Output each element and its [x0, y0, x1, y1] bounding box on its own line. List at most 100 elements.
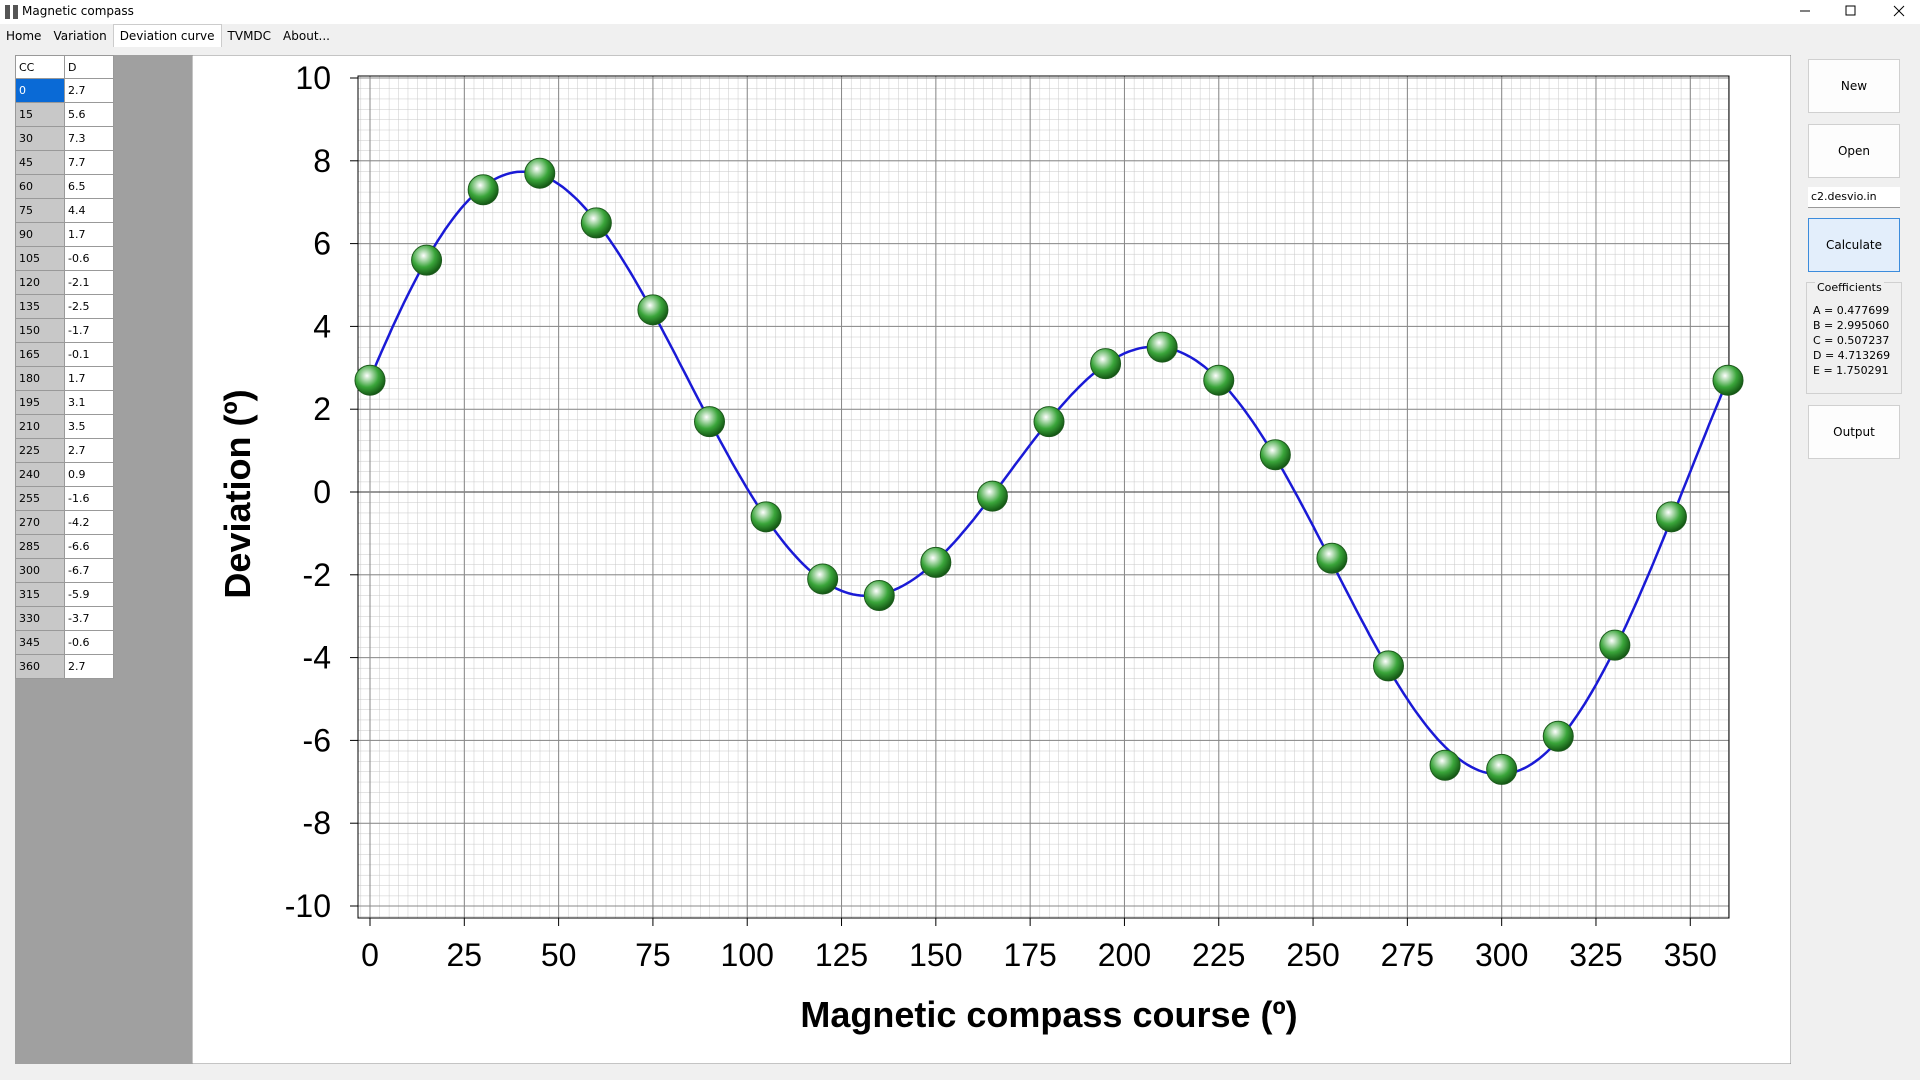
y-tick-label: -10: [285, 888, 331, 924]
table-row: 180 1.7: [15, 366, 114, 391]
table-row: 90 1.7: [15, 222, 114, 247]
cc-cell[interactable]: 15: [15, 102, 65, 127]
cc-cell[interactable]: 150: [15, 318, 65, 343]
cc-cell[interactable]: 60: [15, 174, 65, 199]
tab[interactable]: Variation: [53, 29, 107, 43]
data-point: [1655, 501, 1687, 533]
cc-cell[interactable]: 210: [15, 414, 65, 439]
cc-cell[interactable]: 330: [15, 606, 65, 631]
d-cell[interactable]: 0.9: [64, 462, 114, 487]
coefficient: C = 0.507237: [1813, 334, 1890, 347]
y-tick-label: 0: [313, 474, 331, 510]
tab[interactable]: About...: [283, 29, 330, 43]
table-row: 165 -0.1: [15, 342, 114, 367]
cc-cell[interactable]: 270: [15, 510, 65, 535]
cc-cell[interactable]: 105: [15, 246, 65, 271]
d-cell[interactable]: 5.6: [64, 102, 114, 127]
y-tick-label: -4: [303, 640, 331, 676]
d-cell[interactable]: 4.4: [64, 198, 114, 223]
d-cell[interactable]: 6.5: [64, 174, 114, 199]
d-cell[interactable]: 3.1: [64, 390, 114, 415]
d-cell[interactable]: -0.6: [64, 246, 114, 271]
cc-cell[interactable]: 345: [15, 630, 65, 655]
cc-cell[interactable]: 45: [15, 150, 65, 175]
d-cell[interactable]: -0.6: [64, 630, 114, 655]
window-controls[interactable]: [1790, 0, 1920, 24]
table-row: 0 2.7: [15, 78, 114, 103]
cc-cell[interactable]: 120: [15, 270, 65, 295]
data-point: [1429, 749, 1461, 781]
coefficient: D = 4.713269: [1813, 349, 1891, 362]
d-cell[interactable]: -1.7: [64, 318, 114, 343]
data-point: [524, 157, 556, 189]
d-cell[interactable]: -5.9: [64, 582, 114, 607]
cc-cell[interactable]: 135: [15, 294, 65, 319]
d-cell[interactable]: 7.7: [64, 150, 114, 175]
calculate-button[interactable]: Calculate: [1808, 218, 1900, 272]
cc-cell[interactable]: 75: [15, 198, 65, 223]
d-cell[interactable]: 2.7: [64, 438, 114, 463]
cc-cell[interactable]: 300: [15, 558, 65, 583]
cc-cell[interactable]: 195: [15, 390, 65, 415]
y-tick-label: -2: [303, 557, 331, 593]
open-button[interactable]: Open: [1808, 124, 1900, 178]
coefficient: E = 1.750291: [1813, 364, 1889, 377]
data-point: [1373, 650, 1404, 682]
d-cell[interactable]: 2.7: [64, 78, 114, 103]
tab[interactable]: Deviation curve: [112, 24, 222, 47]
tab[interactable]: Home: [6, 29, 42, 43]
d-cell[interactable]: -3.7: [64, 606, 114, 631]
file-name: c2.desvio.in: [1808, 187, 1900, 208]
tab[interactable]: TVMDC: [227, 29, 272, 43]
data-point: [694, 406, 725, 438]
data-point: [1259, 439, 1291, 471]
data-point: [1542, 720, 1574, 752]
x-axis-label: Magnetic compass course (º): [800, 994, 1297, 1035]
cc-cell[interactable]: 315: [15, 582, 65, 607]
table-row: 315 -5.9: [15, 582, 114, 607]
d-cell[interactable]: 3.5: [64, 414, 114, 439]
data-point: [1599, 629, 1631, 661]
data-point: [920, 546, 952, 578]
tab-strip: Home Variation Deviation curve TVMDC About..…: [0, 24, 1920, 47]
cc-cell[interactable]: 30: [15, 126, 65, 151]
cc-cell[interactable]: 180: [15, 366, 65, 391]
table-row: 120 -2.1: [15, 270, 114, 295]
d-cell[interactable]: -4.2: [64, 510, 114, 535]
data-point: [976, 480, 1008, 512]
cc-cell[interactable]: 285: [15, 534, 65, 559]
data-point: [354, 364, 386, 396]
x-tick-label: 300: [1475, 937, 1528, 973]
y-tick-label: 2: [313, 391, 331, 427]
cc-cell[interactable]: 225: [15, 438, 65, 463]
new-button[interactable]: New: [1808, 59, 1900, 113]
y-tick-label: 4: [313, 308, 331, 344]
cc-cell[interactable]: 240: [15, 462, 65, 487]
cc-cell[interactable]: 360: [15, 654, 65, 679]
data-point: [1316, 542, 1348, 574]
table-header: CC D: [15, 55, 114, 79]
table-row: 15 5.6: [15, 102, 114, 127]
d-cell[interactable]: -2.1: [64, 270, 114, 295]
y-axis-label: Deviation (º): [217, 389, 258, 598]
cc-cell[interactable]: 0: [15, 78, 65, 103]
cc-cell[interactable]: 165: [15, 342, 65, 367]
d-cell[interactable]: 2.7: [64, 654, 114, 679]
d-cell[interactable]: -1.6: [64, 486, 114, 511]
d-cell[interactable]: -6.7: [64, 558, 114, 583]
cc-cell[interactable]: 90: [15, 222, 65, 247]
d-cell[interactable]: -2.5: [64, 294, 114, 319]
d-cell[interactable]: -0.1: [64, 342, 114, 367]
d-cell[interactable]: -6.6: [64, 534, 114, 559]
d-cell[interactable]: 7.3: [64, 126, 114, 151]
coefficient: A = 0.477699: [1813, 304, 1890, 317]
d-cell[interactable]: 1.7: [64, 366, 114, 391]
output-button[interactable]: Output: [1808, 405, 1900, 459]
d-cell[interactable]: 1.7: [64, 222, 114, 247]
table-row: 255 -1.6: [15, 486, 114, 511]
x-tick-label: 200: [1098, 937, 1151, 973]
x-tick-label: 175: [1003, 937, 1056, 973]
coefficients-title: Coefficients: [1815, 281, 1884, 294]
cc-cell[interactable]: 255: [15, 486, 65, 511]
